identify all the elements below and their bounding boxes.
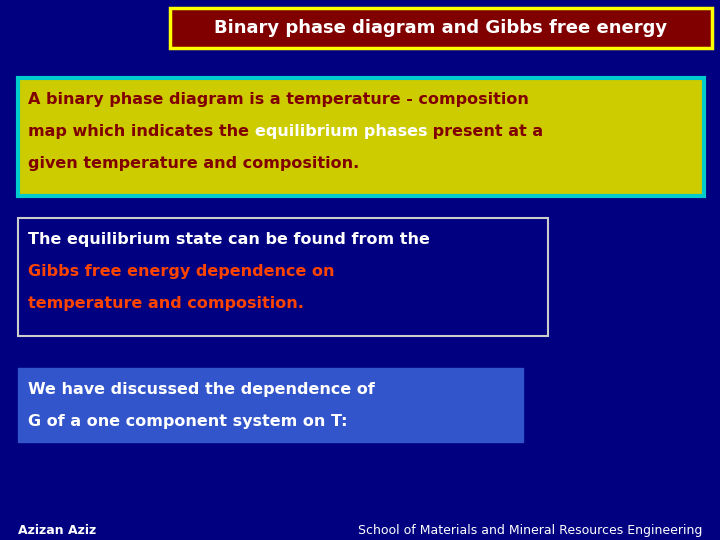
Text: Azizan Aziz: Azizan Aziz: [18, 524, 96, 537]
Text: A binary phase diagram is a temperature - composition: A binary phase diagram is a temperature …: [28, 92, 529, 107]
Text: equilibrium phases: equilibrium phases: [255, 124, 427, 139]
Bar: [18, 78, 704, 196]
Bar: [18, 368, 523, 442]
Text: School of Materials and Mineral Resources Engineering: School of Materials and Mineral Resource…: [358, 524, 702, 537]
Text: present at a: present at a: [427, 124, 544, 139]
Text: given temperature and composition.: given temperature and composition.: [28, 156, 359, 171]
Text: Binary phase diagram and Gibbs free energy: Binary phase diagram and Gibbs free ener…: [215, 19, 667, 37]
Bar: [18, 218, 548, 336]
Text: G of a one component system on T:: G of a one component system on T:: [28, 414, 348, 429]
Text: The equilibrium state can be found from the: The equilibrium state can be found from …: [28, 232, 430, 247]
Text: We have discussed the dependence of: We have discussed the dependence of: [28, 382, 375, 397]
Text: temperature and composition.: temperature and composition.: [28, 296, 304, 311]
Text: Gibbs free energy dependence on: Gibbs free energy dependence on: [28, 264, 335, 279]
Bar: [170, 8, 712, 48]
Text: map which indicates the: map which indicates the: [28, 124, 255, 139]
